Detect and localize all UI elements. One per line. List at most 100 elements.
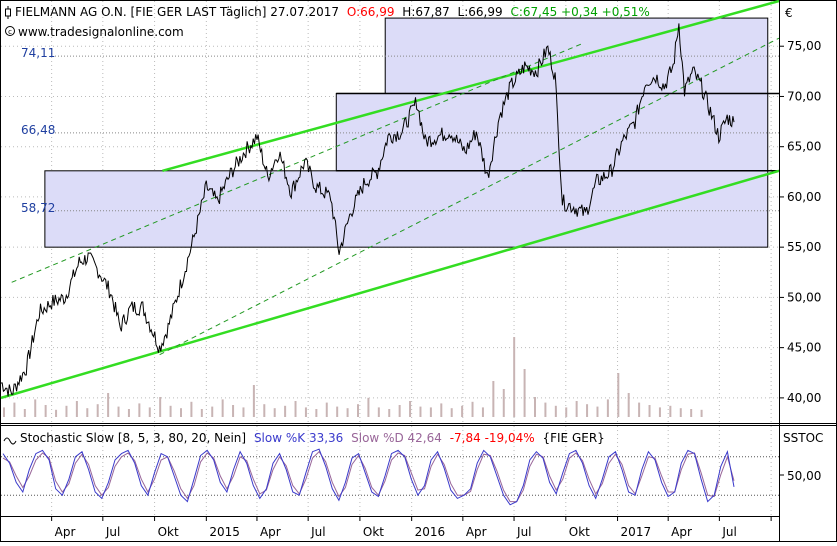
volume-bar <box>263 404 266 417</box>
volume-bar <box>481 407 484 417</box>
y-tick-label: 70,00 <box>787 89 821 103</box>
volume-bar <box>211 406 214 417</box>
slow-k-line <box>2 448 735 506</box>
y-tick-label: 75,00 <box>787 39 821 53</box>
level-label: 74,11 <box>21 46 55 60</box>
volume-bar <box>55 409 58 417</box>
level-label: 58,72 <box>21 201 55 215</box>
volume-bar <box>638 402 641 417</box>
channel-midline <box>159 37 780 356</box>
volume-bar <box>398 405 401 417</box>
volume-bar <box>700 409 703 417</box>
volume-bar <box>669 405 672 417</box>
instrument-title: FIELMANN AG O.N. [FIE GER LAST Täglich] … <box>15 5 339 19</box>
x-tick-label: Apr <box>55 525 76 539</box>
volume-bar <box>107 393 110 417</box>
open-value: O:66,99 <box>347 5 395 19</box>
channel-line <box>0 169 780 400</box>
volume-bar <box>648 405 651 417</box>
volume-bar <box>284 405 287 417</box>
channel-midline <box>11 42 584 283</box>
svg-text:Stochastic Slow [8, 5, 3, 80,: Stochastic Slow [8, 5, 3, 80, 20, Nein] … <box>20 431 605 445</box>
volume-bar <box>367 397 370 417</box>
y-tick-label: 40,00 <box>787 391 821 405</box>
indicator-header: Stochastic Slow [8, 5, 3, 80, 20, Nein] … <box>3 431 823 483</box>
level-label: 66,48 <box>21 123 55 137</box>
svg-text:c: c <box>8 28 12 36</box>
y-tick-label: 45,00 <box>787 341 821 355</box>
volume-bar <box>86 408 89 417</box>
x-tick-label: Jul <box>105 525 120 539</box>
volume-bar <box>544 402 547 417</box>
price-series <box>0 23 735 397</box>
volume-bar <box>75 401 78 417</box>
volume-bar <box>679 408 682 417</box>
volume-bar <box>273 408 276 417</box>
volume-bar <box>96 404 99 417</box>
x-tick-label: Jul <box>721 525 736 539</box>
volume-bar <box>252 385 255 417</box>
x-tick-label: 2015 <box>209 525 240 539</box>
price-line <box>0 23 735 397</box>
channel-line <box>162 0 780 173</box>
x-tick-label: Apr <box>466 525 487 539</box>
indicator-change: -7,84 -19,04% <box>450 431 535 445</box>
volume-bar <box>492 381 495 417</box>
x-tick-label: Okt <box>158 525 179 539</box>
slow-d-label: Slow %D 42,64 <box>351 431 442 445</box>
time-axis: Apr Jul Okt 2015 Apr Jul Okt 2016 Apr Jul Okt 2017 A… <box>51 516 772 539</box>
volume-bar <box>627 393 630 417</box>
close-change-value: C:67,45 +0,34 +0,51% <box>510 5 649 19</box>
price-axis: 75,00 70,00 65,00 60,00 55,00 50,00 45,00 40,00 <box>779 39 821 405</box>
volume-bar <box>606 399 609 417</box>
volume-bar <box>117 406 120 417</box>
volume-bar <box>440 403 443 417</box>
volume-bar <box>450 408 453 417</box>
volume-bar <box>554 405 557 417</box>
slow-d-line <box>2 450 735 503</box>
volume-bar <box>346 408 349 417</box>
indicator-name: Stochastic Slow [8, 5, 3, 80, 20, Nein] <box>20 431 246 445</box>
volume-bar <box>617 373 620 417</box>
svg-text:FIELMANN AG O.N. [FIE GER LAST: FIELMANN AG O.N. [FIE GER LAST Täglich] … <box>15 5 650 19</box>
source-url: www.tradesignalonline.com <box>18 25 184 39</box>
volume-bar <box>169 405 172 417</box>
x-tick-label: Okt <box>363 525 384 539</box>
volume-bar <box>336 406 339 417</box>
slow-k-label: Slow %K 33,36 <box>254 431 343 445</box>
low-value: L:66,99 <box>458 5 503 19</box>
volume-bars <box>3 337 703 417</box>
volume-bar <box>190 401 193 417</box>
volume-bar <box>429 407 432 417</box>
volume-bar <box>409 401 412 417</box>
volume-bar <box>419 406 422 417</box>
volume-bar <box>575 401 578 417</box>
volume-bar <box>315 409 318 417</box>
volume-bar <box>180 408 182 417</box>
indicator-axis-tick: 50,00 <box>787 469 821 483</box>
volume-bar <box>658 407 661 417</box>
volume-bar <box>596 406 599 417</box>
volume-bar <box>148 407 151 417</box>
volume-bar <box>377 407 380 417</box>
x-tick-label: Jul <box>310 525 325 539</box>
x-tick-label: Apr <box>671 525 692 539</box>
x-tick-label: Jul <box>516 525 531 539</box>
chart-header: FIELMANN AG O.N. [FIE GER LAST Täglich] … <box>5 5 793 39</box>
volume-bar <box>44 405 47 417</box>
trend-channel <box>0 0 780 400</box>
y-tick-label: 50,00 <box>787 290 821 304</box>
volume-bar <box>221 399 224 417</box>
volume-bar <box>242 407 245 417</box>
volume-bar <box>690 409 693 417</box>
candle-icon <box>5 6 11 19</box>
indicator-short-name: SSTOC <box>783 431 823 445</box>
volume-bar <box>159 397 162 417</box>
volume-bar <box>23 409 26 417</box>
volume-bar <box>357 404 359 417</box>
volume-bar <box>513 337 516 417</box>
x-tick-label: 2016 <box>415 525 446 539</box>
volume-bar <box>534 397 536 417</box>
